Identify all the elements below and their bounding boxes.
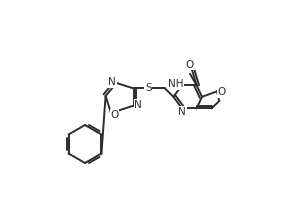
Text: N: N	[134, 100, 142, 110]
Text: O: O	[110, 110, 119, 120]
Text: N: N	[178, 107, 186, 117]
Text: S: S	[145, 83, 152, 93]
Text: N: N	[108, 77, 116, 87]
Text: O: O	[186, 60, 194, 70]
Text: NH: NH	[168, 79, 184, 89]
Text: O: O	[218, 87, 226, 97]
